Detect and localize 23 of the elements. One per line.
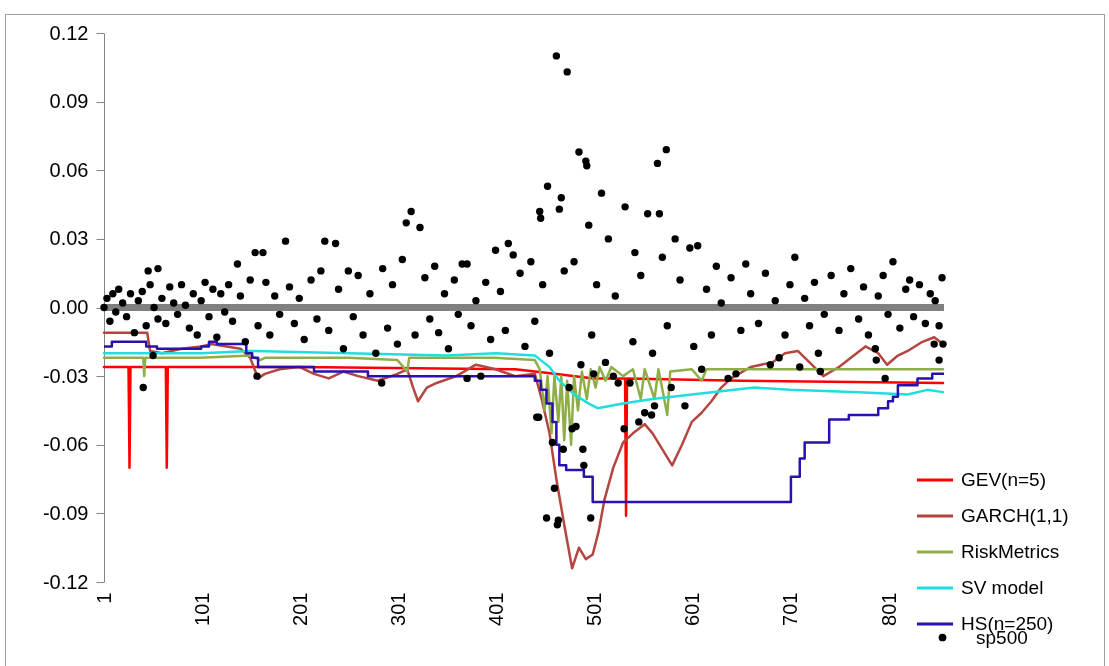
x-tick-label: 701 [779, 592, 802, 626]
y-tick-label: -0.09 [42, 501, 89, 524]
x-tick-label: 401 [485, 592, 508, 626]
y-tick-label: 0.09 [49, 90, 89, 113]
x-tick-label: 801 [877, 592, 900, 626]
x-tick-label: 201 [288, 592, 311, 626]
y-tick-label: 0.03 [49, 227, 89, 250]
legend-label: RiskMetrics [961, 541, 1060, 562]
x-tick-label: 1 [92, 592, 115, 604]
y-tick-label: -0.12 [42, 570, 89, 593]
x-tick-label: 601 [681, 592, 704, 626]
legend-label: GARCH(1,1) [961, 505, 1069, 526]
y-tick-label: -0.06 [42, 433, 89, 456]
x-tick-label: 301 [386, 592, 409, 626]
y-tick-label: 0.12 [49, 21, 89, 44]
legend-label: SV model [961, 577, 1044, 598]
x-tick-label: 501 [583, 592, 606, 626]
x-tick-label: 101 [190, 592, 213, 626]
y-tick-label: 0.00 [49, 296, 89, 318]
line-series [102, 354, 945, 446]
y-tick-label: 0.06 [49, 158, 89, 181]
y-tick-label: -0.03 [42, 364, 89, 387]
legend-label: GEV(n=5) [961, 469, 1047, 490]
